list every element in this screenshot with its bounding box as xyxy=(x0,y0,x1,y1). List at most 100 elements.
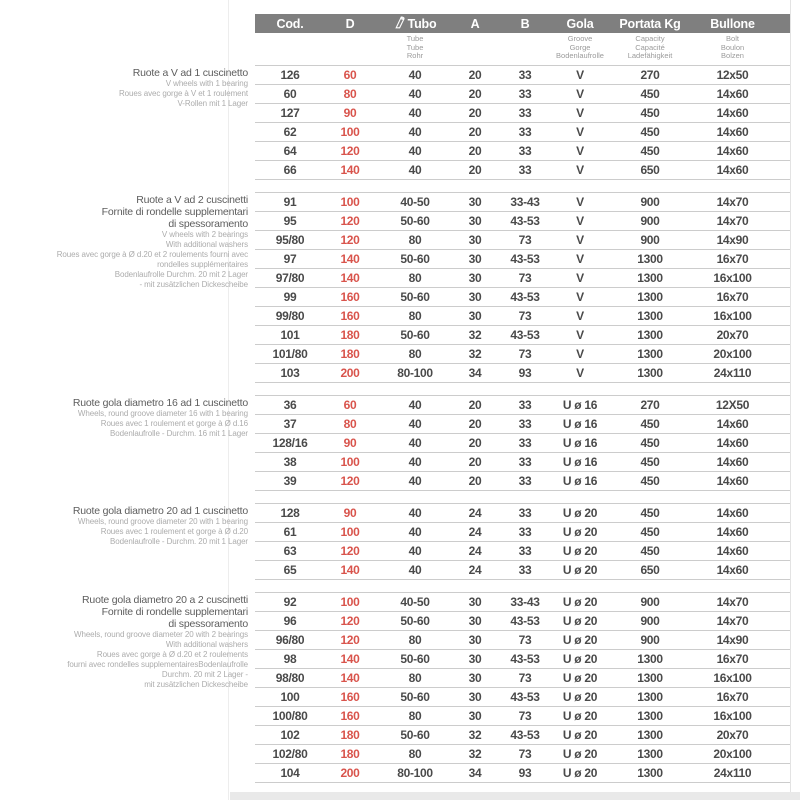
cell-portata: 1300 xyxy=(637,689,663,704)
cell-cod: 62 xyxy=(283,124,297,139)
cell-bullone: 14x60 xyxy=(716,454,749,469)
column-header-cod: Cod. xyxy=(255,17,325,31)
cell-gola: U ø 16 xyxy=(562,397,598,412)
cell-a: 32 xyxy=(468,346,482,361)
group-rows: 126 60 40 20 33 V 270 12x50 60 80 40 20 33 V 450 14x60 1… xyxy=(255,64,790,180)
cell-cod: 96/80 xyxy=(275,632,305,647)
group-rows: 92 100 40-50 30 33-43 U ø 20 900 14x70 96 120 50-6… xyxy=(255,591,790,783)
cell-a: 30 xyxy=(468,232,482,247)
cell-gola: V xyxy=(576,365,584,380)
table-row: 61 100 40 24 33 U ø 20 450 14x60 xyxy=(255,523,790,542)
table-row: 103 200 80-100 34 93 V 1300 24x110 xyxy=(255,364,790,383)
cell-portata: 1300 xyxy=(637,308,663,323)
group-title-line: Ruote gola diametro 20 ad 1 cuscinetto xyxy=(72,504,248,517)
cell-b: 43-53 xyxy=(510,689,540,704)
table-row: 92 100 40-50 30 33-43 U ø 20 900 14x70 xyxy=(255,593,790,612)
cell-bullone: 16x100 xyxy=(713,708,752,723)
cell-b: 43-53 xyxy=(510,289,540,304)
group-subtitle-line: Wheels, round groove diameter 16 with 1 … xyxy=(77,408,248,418)
cell-b: 33 xyxy=(518,86,532,101)
cell-b: 33 xyxy=(518,162,532,177)
cell-tubo: 40 xyxy=(408,505,422,520)
cell-b: 33 xyxy=(518,143,532,158)
cell-portata: 450 xyxy=(640,524,660,539)
cell-bullone: 14x90 xyxy=(716,232,749,247)
column-header-label: Gola xyxy=(566,16,594,31)
cell-portata: 450 xyxy=(640,473,660,488)
cell-bullone: 14x60 xyxy=(716,473,749,488)
cell-tubo: 80 xyxy=(408,308,422,323)
cell-b: 33-43 xyxy=(510,594,540,609)
group-title-line: Fornite di rondelle supplementari xyxy=(101,205,249,218)
cell-d: 60 xyxy=(343,397,357,412)
cell-b: 33 xyxy=(518,435,532,450)
cell-bullone: 14x90 xyxy=(716,632,749,647)
cell-portata: 1300 xyxy=(637,708,663,723)
cell-cod: 96 xyxy=(283,613,297,628)
column-header-label: A xyxy=(470,16,480,31)
group-subtitle-line: fourni avec rondelles supplementairesBod… xyxy=(67,659,248,669)
cell-gola: U ø 20 xyxy=(562,746,598,761)
column-header-label: B xyxy=(520,16,530,31)
cell-a: 34 xyxy=(468,365,482,380)
cell-a: 30 xyxy=(468,651,482,666)
group-description: Ruote gola diametro 20 a 2 cuscinetti For… xyxy=(0,592,255,783)
cell-a: 34 xyxy=(468,765,482,780)
group-subtitle-line: With additional washers xyxy=(165,639,248,649)
cell-portata: 650 xyxy=(640,562,660,577)
cell-bullone: 14x60 xyxy=(716,105,749,120)
cell-b: 33 xyxy=(518,105,532,120)
cell-a: 30 xyxy=(468,613,482,628)
group-title-line: Ruote gola diametro 20 a 2 cuscinetti xyxy=(82,593,248,606)
cell-bullone: 16x70 xyxy=(716,289,749,304)
column-header-gola: Gola xyxy=(555,17,605,31)
cell-bullone: 20x70 xyxy=(716,727,749,742)
cell-portata: 900 xyxy=(640,594,660,609)
group-description: Ruote a V ad 2 cuscinetti Fornite di rond… xyxy=(0,192,255,383)
cell-d: 120 xyxy=(340,543,360,558)
cell-cod: 100 xyxy=(280,689,300,704)
cell-tubo: 80 xyxy=(408,746,422,761)
cell-d: 120 xyxy=(340,232,360,247)
product-spec-table: Cod. D Tubo A B Gola Portata Kg Bullone Tube Tub… xyxy=(0,14,800,783)
cell-portata: 1300 xyxy=(637,289,663,304)
cell-a: 30 xyxy=(468,270,482,285)
table-row: 97 140 50-60 30 43-53 V 1300 16x70 xyxy=(255,250,790,269)
group-subtitle-line: V wheels with 2 bearings xyxy=(161,229,248,239)
cell-bullone: 14x60 xyxy=(716,416,749,431)
column-sublabels-a xyxy=(455,35,495,61)
cell-d: 80 xyxy=(343,416,357,431)
cell-d: 140 xyxy=(340,670,360,685)
cell-d: 100 xyxy=(340,524,360,539)
group-rows: 36 60 40 20 33 U ø 16 270 12X50 37 80 40 20 33 U ø 16… xyxy=(255,394,790,491)
cell-d: 140 xyxy=(340,651,360,666)
cell-gola: U ø 20 xyxy=(562,670,598,685)
table-row: 37 80 40 20 33 U ø 16 450 14x60 xyxy=(255,415,790,434)
cell-a: 20 xyxy=(468,397,482,412)
cell-a: 30 xyxy=(468,708,482,723)
cell-bullone: 14x60 xyxy=(716,86,749,101)
cell-b: 33 xyxy=(518,505,532,520)
cell-cod: 64 xyxy=(283,143,297,158)
table-header: Cod. D Tubo A B Gola Portata Kg Bullone xyxy=(0,14,800,33)
cell-tubo: 50-60 xyxy=(400,727,430,742)
group-subtitle-line: Roues avec 1 roulement et gorge à Ø d.20 xyxy=(100,526,248,536)
group-rows: 128 90 40 24 33 U ø 20 450 14x60 61 100 40 24 33 U ø … xyxy=(255,502,790,580)
cell-bullone: 14x70 xyxy=(716,194,749,209)
cell-a: 20 xyxy=(468,124,482,139)
cell-cod: 98/80 xyxy=(275,670,305,685)
cell-portata: 1300 xyxy=(637,365,663,380)
cell-a: 30 xyxy=(468,632,482,647)
table-row: 96/80 120 80 30 73 U ø 20 900 14x90 xyxy=(255,631,790,650)
column-sublabel: Tube xyxy=(406,42,424,52)
column-sublabel: Boulon xyxy=(720,42,745,52)
cell-d: 90 xyxy=(343,435,357,450)
cell-gola: U ø 20 xyxy=(562,689,598,704)
cell-portata: 450 xyxy=(640,454,660,469)
cell-gola: V xyxy=(576,213,584,228)
cell-d: 120 xyxy=(340,473,360,488)
cell-gola: U ø 16 xyxy=(562,435,598,450)
column-header-tubo: Tubo xyxy=(375,15,455,32)
table-row: 39 120 40 20 33 U ø 16 450 14x60 xyxy=(255,472,790,491)
